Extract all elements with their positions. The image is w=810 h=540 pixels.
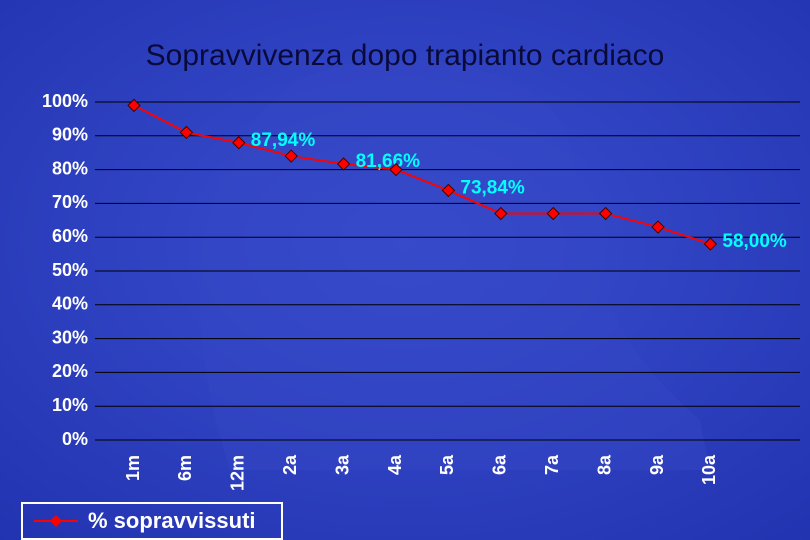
point-marker bbox=[232, 136, 246, 150]
x-tick-label: 7a bbox=[542, 454, 562, 475]
x-tick-label: 1m bbox=[123, 455, 143, 481]
y-tick-label: 30% bbox=[52, 327, 88, 347]
y-tick-label: 90% bbox=[52, 125, 88, 145]
x-tick-label: 10a bbox=[699, 454, 719, 485]
x-tick-label: 2a bbox=[280, 454, 300, 475]
data-label: 81,66% bbox=[356, 151, 421, 172]
x-tick-label: 9a bbox=[647, 454, 667, 475]
point-marker bbox=[494, 206, 508, 221]
y-tick-label: 20% bbox=[52, 361, 88, 381]
point-marker bbox=[441, 183, 456, 198]
data-label: 58,00% bbox=[722, 231, 787, 252]
x-tick-label: 12m bbox=[228, 455, 248, 491]
point-marker bbox=[389, 162, 403, 177]
y-tick-label: 40% bbox=[52, 294, 88, 314]
legend-box bbox=[21, 502, 283, 540]
x-tick-label: 6m bbox=[175, 455, 195, 481]
y-tick-label: 0% bbox=[62, 429, 88, 449]
data-label: 73,84% bbox=[460, 177, 525, 198]
x-tick-label: 6a bbox=[490, 454, 510, 475]
point-marker bbox=[336, 157, 351, 171]
y-tick-label: 100% bbox=[42, 91, 88, 111]
y-tick-label: 50% bbox=[52, 260, 88, 280]
y-tick-label: 80% bbox=[52, 158, 88, 178]
point-marker bbox=[179, 125, 194, 140]
y-tick-label: 10% bbox=[52, 395, 88, 415]
point-marker bbox=[651, 220, 665, 234]
x-tick-label: 4a bbox=[385, 454, 405, 475]
chart-title: Sopravvivenza dopo trapianto cardiaco bbox=[146, 39, 665, 72]
point-marker bbox=[598, 206, 613, 221]
x-tick-label: 3a bbox=[332, 454, 352, 475]
point-marker bbox=[546, 206, 560, 221]
point-marker bbox=[127, 98, 141, 113]
point-marker bbox=[703, 237, 718, 251]
series-line bbox=[133, 104, 711, 245]
point-marker bbox=[284, 149, 298, 163]
x-tick-label: 5a bbox=[437, 454, 457, 475]
data-label: 87,94% bbox=[251, 130, 316, 151]
y-tick-label: 70% bbox=[52, 192, 88, 212]
legend-label: % sopravvissuti bbox=[88, 508, 256, 533]
legend-marker bbox=[50, 515, 62, 527]
y-tick-label: 60% bbox=[52, 226, 88, 246]
x-tick-label: 8a bbox=[594, 454, 614, 475]
